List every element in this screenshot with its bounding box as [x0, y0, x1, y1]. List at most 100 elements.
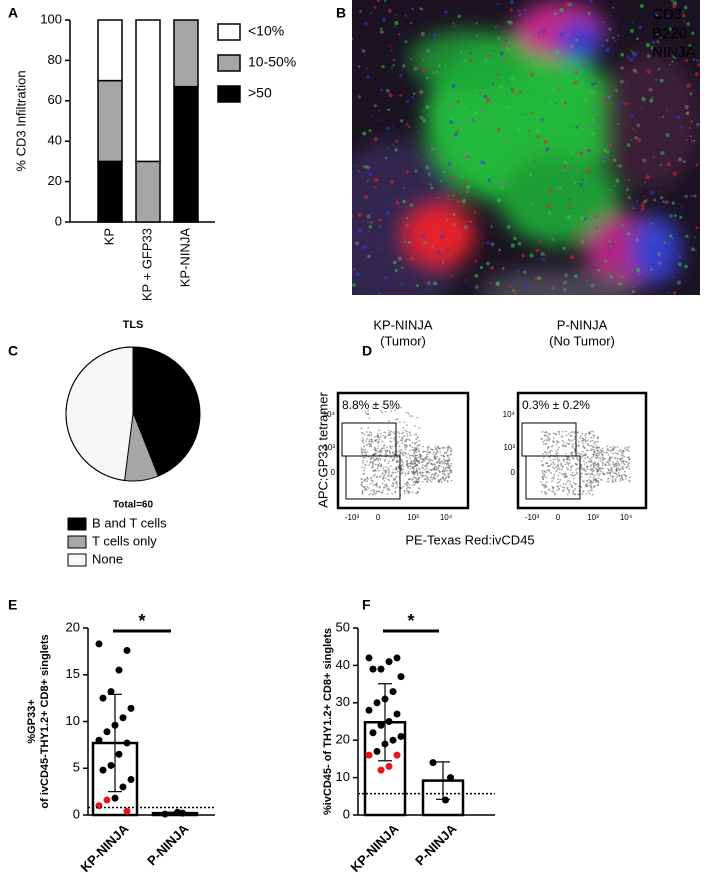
- data-point: [429, 759, 437, 767]
- speckle: [356, 164, 358, 166]
- event: [402, 426, 405, 429]
- event: [381, 491, 383, 494]
- event: [607, 458, 610, 461]
- speckle: [570, 255, 575, 260]
- speckle: [586, 124, 590, 128]
- flow-ytick: 10⁴: [503, 410, 516, 419]
- event: [376, 467, 379, 470]
- event: [442, 466, 445, 468]
- event: [419, 453, 422, 455]
- speckle: [690, 120, 693, 124]
- speckle: [638, 254, 642, 257]
- flow-title: KP-NINJA: [373, 317, 433, 332]
- event: [437, 467, 440, 470]
- event: [383, 436, 386, 439]
- event: [384, 458, 386, 461]
- speckle: [368, 230, 371, 233]
- event: [561, 435, 563, 438]
- speckle: [465, 190, 470, 194]
- event: [556, 456, 559, 459]
- event: [413, 451, 415, 454]
- legend-label: T cells only: [92, 533, 157, 548]
- event: [593, 474, 596, 477]
- speckle: [617, 34, 620, 37]
- event: [411, 491, 414, 494]
- speckle: [388, 93, 393, 98]
- speckle: [535, 248, 540, 253]
- event: [388, 460, 391, 463]
- event: [370, 444, 372, 447]
- event: [587, 449, 590, 452]
- event: [601, 472, 604, 474]
- speckle: [569, 44, 574, 49]
- event: [361, 432, 364, 435]
- speckle: [555, 102, 558, 105]
- speckle: [533, 186, 536, 189]
- flow-xtick: 10⁴: [620, 513, 633, 522]
- speckle: [392, 181, 394, 183]
- event: [606, 449, 609, 451]
- speckle: [462, 107, 466, 111]
- event: [581, 472, 583, 475]
- event: [371, 479, 374, 482]
- event: [589, 476, 592, 478]
- event: [545, 481, 548, 484]
- speckle: [417, 130, 421, 134]
- event: [556, 485, 559, 488]
- event: [406, 486, 409, 489]
- speckle: [603, 156, 607, 160]
- event: [366, 450, 369, 453]
- event: [377, 459, 380, 462]
- speckle: [411, 96, 415, 99]
- speckle: [559, 8, 564, 13]
- speckle: [534, 55, 539, 60]
- speckle: [634, 135, 638, 140]
- event: [572, 457, 575, 460]
- event: [416, 441, 418, 444]
- event: [541, 469, 544, 472]
- event: [384, 449, 387, 452]
- speckle: [562, 246, 566, 251]
- speckle: [590, 283, 595, 288]
- event: [420, 461, 423, 464]
- event: [590, 467, 593, 470]
- event: [368, 440, 371, 443]
- event: [580, 457, 583, 459]
- event: [597, 464, 600, 467]
- event: [442, 475, 445, 478]
- event: [612, 463, 615, 466]
- speckle: [443, 64, 446, 67]
- event: [419, 457, 422, 460]
- speckle: [630, 49, 633, 52]
- speckle: [442, 170, 446, 174]
- event: [442, 462, 445, 465]
- event: [422, 460, 424, 462]
- event: [609, 460, 612, 462]
- speckle: [521, 113, 524, 116]
- event: [366, 485, 369, 488]
- event: [435, 449, 438, 451]
- speckle: [487, 53, 492, 57]
- speckle: [592, 263, 594, 266]
- speckle: [516, 270, 519, 273]
- event: [447, 445, 450, 448]
- speckle: [680, 205, 683, 208]
- event: [551, 444, 554, 447]
- event: [573, 438, 576, 441]
- flow-ytick: 10³: [503, 443, 515, 452]
- speckle: [539, 236, 543, 239]
- speckle: [502, 44, 506, 48]
- speckle: [627, 288, 629, 290]
- event: [547, 470, 550, 473]
- event: [424, 468, 427, 471]
- speckle: [563, 160, 568, 165]
- speckle: [603, 148, 607, 152]
- y-tick-label: 80: [48, 52, 62, 67]
- speckle: [657, 68, 661, 71]
- legend-swatch: [67, 517, 87, 531]
- event: [422, 445, 424, 448]
- x-tick-label: P-NINJA: [412, 821, 460, 869]
- event: [398, 435, 401, 438]
- speckle: [510, 243, 516, 248]
